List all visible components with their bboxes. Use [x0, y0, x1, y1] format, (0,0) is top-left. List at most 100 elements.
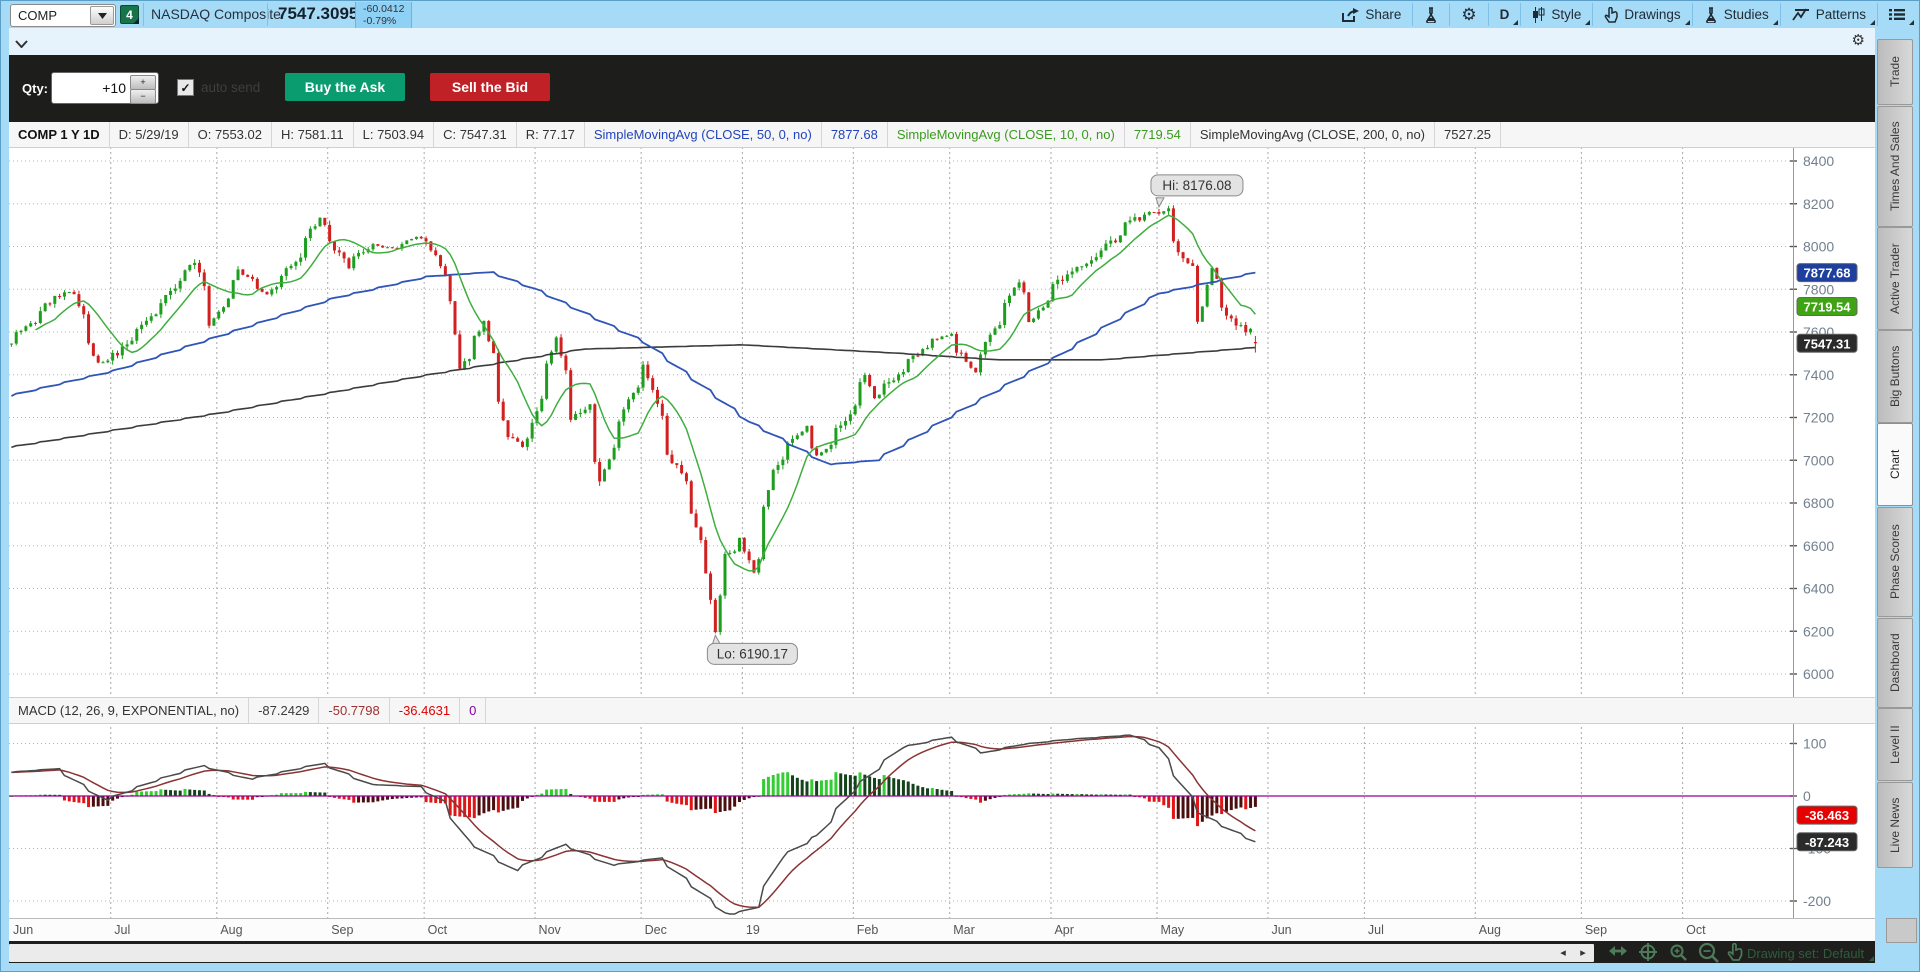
candlestick-style-icon	[1532, 6, 1545, 23]
qty-input[interactable]: +10 + −	[51, 72, 159, 104]
side-tab-active-trader[interactable]: Active Trader	[1877, 227, 1913, 330]
timeframe-button[interactable]: D	[1490, 1, 1520, 28]
symbol-dropdown-button[interactable]	[90, 6, 114, 25]
price-badge: 7719.54	[1796, 296, 1858, 316]
flask-icon	[1424, 6, 1438, 23]
svg-text:Lo: 6190.17: Lo: 6190.17	[717, 646, 788, 661]
price-badge: 7877.68	[1796, 263, 1858, 283]
time-axis-label: 19	[745, 923, 760, 937]
chart-panel: 8400 8200 8000 7800 7600 7400 7200 7000 6800 6600…	[9, 122, 1877, 965]
hand-tool-icon[interactable]	[1727, 942, 1743, 966]
time-axis-label: Oct	[427, 923, 448, 937]
macd-gridlines	[9, 722, 1793, 918]
candles-layer	[9, 205, 1257, 636]
horizontal-scrollbar[interactable]: ◂ ▸	[9, 944, 1594, 962]
price-chart[interactable]: 8400820080007800760074007200700068006600…	[9, 147, 1877, 697]
svg-text:7877.68: 7877.68	[1804, 266, 1851, 281]
price-axis-label: 8400	[1803, 153, 1834, 169]
macd-badge: -87.243	[1796, 832, 1858, 852]
sma10-line	[35, 214, 1256, 572]
drawing-set-selector[interactable]: Drawing set: Default	[1747, 946, 1875, 961]
time-axis-label: Feb	[856, 923, 879, 937]
time-axis-label: May	[1160, 923, 1185, 937]
pattern-icon	[1791, 7, 1810, 22]
price-change-chip: -60.0412 -0.79%	[355, 2, 413, 28]
side-tab-trade[interactable]: Trade	[1877, 39, 1913, 105]
price-axis-label: 8000	[1803, 239, 1834, 255]
collapse-chevron-icon[interactable]	[15, 35, 28, 53]
ohlc-date: D: 5/29/19	[110, 122, 189, 147]
price-axis-label: 6600	[1803, 538, 1834, 554]
auto-send-checkbox[interactable]: ✓	[177, 79, 194, 96]
macd-study-label[interactable]: MACD (12, 26, 9, EXPONENTIAL, no)	[9, 698, 250, 723]
sma10-study-label[interactable]: SimpleMovingAvg (CLOSE, 10, 0, no)	[888, 122, 1125, 147]
side-tab-big-buttons[interactable]: Big Buttons	[1877, 330, 1913, 423]
zoom-out-icon[interactable]	[1697, 941, 1720, 969]
studies-button[interactable]: Studies	[1694, 1, 1779, 28]
time-axis-label: Sep	[1584, 923, 1608, 937]
drawings-button[interactable]: Drawings	[1594, 1, 1690, 28]
chart-menu-button[interactable]	[1879, 1, 1915, 28]
timeframe-label: D	[1499, 7, 1510, 22]
sma50-study-label[interactable]: SimpleMovingAvg (CLOSE, 50, 0, no)	[585, 122, 822, 147]
settings-button[interactable]: ⚙	[1451, 1, 1486, 28]
crosshair-icon[interactable]	[1639, 943, 1657, 966]
patterns-button[interactable]: Patterns	[1782, 1, 1876, 28]
time-axis-label: Apr	[1054, 923, 1074, 937]
buy-the-ask-button[interactable]: Buy the Ask	[285, 73, 405, 101]
macd-axis-label: 0	[1803, 788, 1811, 804]
bottom-toolbar: ◂ ▸ Drawing set: Default	[9, 941, 1877, 965]
side-tab-live-news[interactable]: Live News	[1877, 782, 1913, 868]
side-tab-level-ii[interactable]: Level II	[1877, 708, 1913, 781]
time-axis-label: Jun	[13, 923, 34, 937]
chart-header: COMP 1 Y 1D D: 5/29/19 O: 7553.02 H: 758…	[9, 122, 1877, 148]
side-tab-phase-scores[interactable]: Phase Scores	[1877, 507, 1913, 617]
ohlc-low: L: 7503.94	[354, 122, 435, 147]
flask-icon	[1704, 6, 1718, 23]
gear-icon[interactable]: ⚙	[1851, 32, 1865, 49]
hi-annotation: Hi: 8176.08	[1150, 174, 1244, 209]
sell-the-bid-button[interactable]: Sell the Bid	[430, 73, 550, 101]
qty-value[interactable]: +10	[102, 80, 126, 96]
side-tab-dashboard[interactable]: Dashboard	[1877, 618, 1913, 708]
qty-label: Qty:	[22, 81, 48, 96]
zoom-in-icon[interactable]	[1669, 943, 1688, 967]
sma200-study-label[interactable]: SimpleMovingAvg (CLOSE, 200, 0, no)	[1191, 122, 1436, 147]
scroll-left-button[interactable]: ◂	[1560, 947, 1566, 959]
active-trader-bar: Qty: +10 + − ✓ auto send Buy the Ask Sel…	[9, 55, 1877, 122]
price-axis-label: 7400	[1803, 367, 1834, 383]
ohlc-range: R: 77.17	[517, 122, 585, 147]
qty-decrement-button[interactable]: −	[130, 89, 156, 104]
divider	[143, 3, 144, 26]
price-axis-label: 7200	[1803, 410, 1834, 426]
qty-increment-button[interactable]: +	[130, 75, 156, 90]
studies-label: Studies	[1723, 7, 1769, 22]
scroll-right-button[interactable]: ▸	[1580, 947, 1586, 959]
side-tab-chart[interactable]: Chart	[1877, 423, 1913, 506]
symbol-input[interactable]: COMP	[10, 4, 116, 27]
macd-zero-value: 0	[460, 698, 487, 723]
chart-gadget-bar: ⚙	[9, 28, 1877, 56]
time-axis-label: Oct	[1686, 923, 1706, 937]
style-button[interactable]: Style	[1522, 1, 1591, 28]
symbol-text[interactable]: COMP	[18, 8, 57, 23]
analyze-button[interactable]	[1414, 1, 1448, 28]
resize-grip[interactable]	[1886, 918, 1917, 943]
share-label: Share	[1365, 7, 1402, 22]
side-tab-times-and-sales[interactable]: Times And Sales	[1877, 106, 1913, 227]
price-axis-label: 7800	[1803, 281, 1834, 297]
lo-annotation: Lo: 6190.17	[706, 634, 798, 665]
time-axis-label: Jul	[114, 923, 131, 937]
pan-icon[interactable]	[1609, 943, 1627, 964]
ohlc-close: C: 7547.31	[434, 122, 517, 147]
sma200-study-value: 7527.25	[1435, 122, 1502, 147]
auto-send-label: auto send	[201, 80, 261, 95]
window-gutter	[1, 28, 9, 963]
list-menu-icon	[1889, 8, 1905, 21]
symbol-name: NASDAQ Composite	[151, 6, 281, 22]
link-group-badge[interactable]: 4	[120, 5, 139, 24]
time-axis-label: Nov	[538, 923, 561, 937]
last-price: 7547.3095	[278, 4, 359, 23]
share-button[interactable]: Share	[1331, 1, 1411, 28]
